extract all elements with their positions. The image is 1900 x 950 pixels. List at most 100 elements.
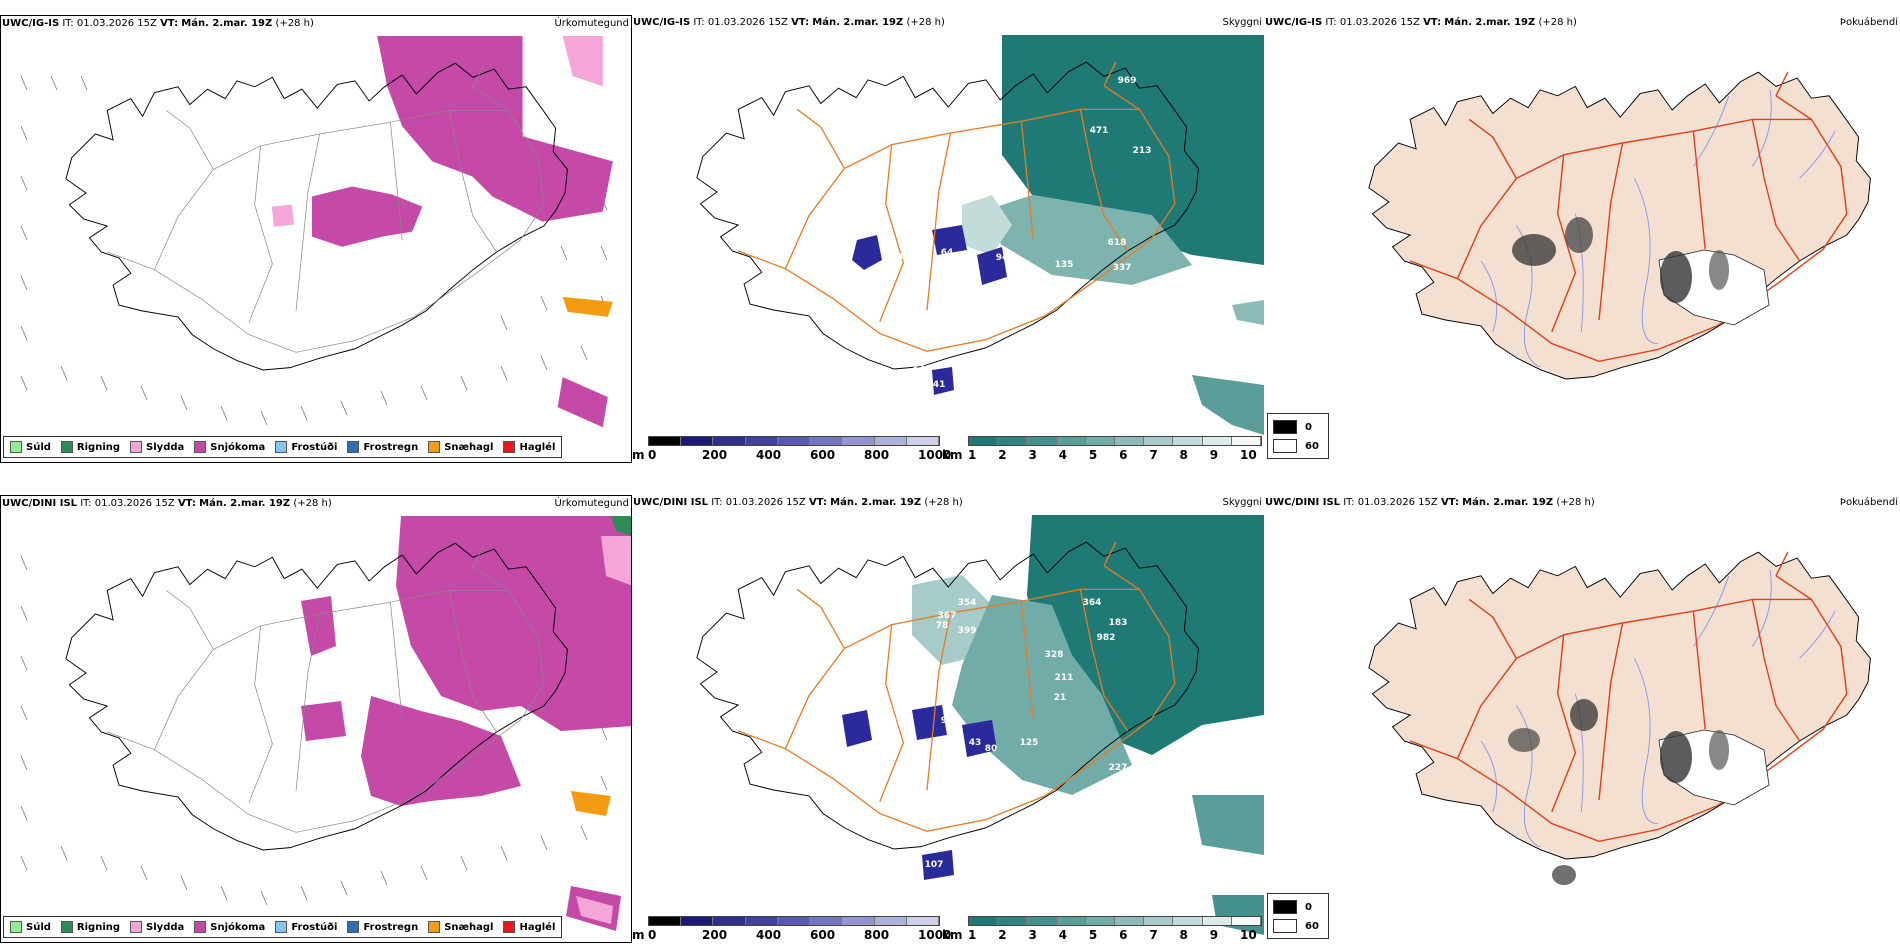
colorbar-segment bbox=[1231, 437, 1262, 445]
colorbar-segment bbox=[745, 917, 778, 925]
height-colorbar-swatches bbox=[648, 436, 940, 446]
visibility-value: 93 bbox=[941, 716, 954, 726]
precip-legend-label: Haglél bbox=[519, 441, 556, 453]
precip-legend-item: Snjókoma bbox=[194, 921, 265, 933]
precip-legend-item: Slydda bbox=[130, 441, 184, 453]
colorbar-tick: 2 bbox=[998, 448, 1007, 462]
colorbar-unit: km bbox=[942, 448, 963, 462]
precip-legend-label: Snæhagl bbox=[444, 441, 494, 453]
fog-legend-box-top: 0 60 bbox=[1267, 413, 1329, 459]
colorbar-tick: 1000 bbox=[918, 928, 952, 942]
colorbar-tick: 6 bbox=[1119, 448, 1128, 462]
visibility-value: 328 bbox=[1045, 650, 1064, 660]
colorbar-segment bbox=[969, 437, 999, 445]
fog-legend-box-bottom: 0 60 bbox=[1267, 893, 1329, 939]
precip-legend-item: Haglél bbox=[503, 441, 555, 453]
visibility-value: 33 bbox=[912, 364, 925, 374]
panel-label: Þokuábendi bbox=[1839, 497, 1898, 508]
colorbar-tick: 9 bbox=[1209, 928, 1219, 942]
fog-swatch bbox=[1273, 420, 1297, 434]
colorbar-segment bbox=[998, 917, 1028, 925]
precip-legend-label: Frostregn bbox=[363, 921, 419, 933]
colorbar-tick: 6 bbox=[1119, 928, 1128, 942]
panel-title: UWC/DINI ISL IT: 01.03.2026 15Z VT: Mán.… bbox=[2, 498, 332, 509]
visibility-value: 94 bbox=[996, 253, 1009, 263]
precip-legend-swatch bbox=[10, 441, 22, 453]
colorbar-segment bbox=[713, 917, 746, 925]
colorbar-segment bbox=[969, 917, 999, 925]
precip-legend-label: Súld bbox=[26, 921, 51, 933]
panel-title: UWC/IG-IS IT: 01.03.2026 15Z VT: Mán. 2.… bbox=[1265, 17, 1577, 28]
visibility-labels: 969 471 213 618 337 135 78 94 64 74 84 33 198 141 bbox=[862, 76, 1152, 393]
colorbar-tick: 1000 bbox=[918, 448, 952, 462]
precip-legend-label: Frostúði bbox=[291, 921, 338, 933]
visibility-value: 74 bbox=[891, 253, 904, 263]
visibility-value: 618 bbox=[1108, 238, 1127, 248]
colorbar-tick: 10 bbox=[1240, 448, 1257, 462]
colorbar-segment bbox=[842, 917, 875, 925]
colorbar-segment bbox=[1202, 437, 1232, 445]
visibility-value: 43 bbox=[969, 738, 982, 748]
colorbar-tick: 1 bbox=[968, 928, 977, 942]
precip-legend: Súld Rigning Slydda Snjókoma Frostúði Frostre… bbox=[3, 436, 563, 458]
precip-map-top bbox=[20, 36, 613, 428]
colorbar-tick: 2 bbox=[998, 928, 1007, 942]
visibility-colorbar: km 1 2 3 4 5 6 7 8 9 10 bbox=[942, 916, 1264, 942]
colorbar-segment bbox=[1231, 917, 1262, 925]
visibility-value: 814 bbox=[991, 580, 1010, 590]
visibility-value: 227 bbox=[1109, 763, 1128, 773]
precip-legend-item: Frostúði bbox=[275, 921, 337, 933]
colorbar-segment bbox=[874, 437, 907, 445]
visibility-value: 80 bbox=[985, 744, 998, 754]
colorbar-segment bbox=[1144, 917, 1174, 925]
visibility-value: 211 bbox=[1055, 673, 1074, 683]
colorbar-segment bbox=[906, 917, 939, 925]
panel-top-fog: UWC/IG-IS IT: 01.03.2026 15Z VT: Mán. 2.… bbox=[1264, 15, 1900, 463]
precip-legend-item: Snæhagl bbox=[428, 441, 493, 453]
precip-legend-item: Snæhagl bbox=[428, 921, 493, 933]
precip-legend-swatch bbox=[347, 441, 360, 453]
fog-map-bottom bbox=[1368, 551, 1871, 885]
colorbar-segment bbox=[1173, 917, 1203, 925]
colorbar-tick: 8 bbox=[1179, 448, 1188, 462]
fog-swatch bbox=[1273, 439, 1297, 453]
height-colorbar: m 0 200 400 600 800 1000 bbox=[632, 436, 951, 462]
precip-legend-item: Slydda bbox=[130, 921, 184, 933]
colorbar-segment bbox=[1085, 437, 1116, 445]
visibility-value: 189 bbox=[1111, 788, 1130, 798]
precip-legend-swatch bbox=[503, 921, 516, 933]
precip-legend-swatch bbox=[275, 921, 288, 933]
colorbar-tick: 600 bbox=[810, 448, 836, 462]
precip-map-bottom bbox=[20, 516, 631, 931]
height-colorbar-swatches bbox=[648, 916, 940, 926]
visibility-value: 183 bbox=[1109, 618, 1128, 628]
visibility-value: 84 bbox=[862, 270, 875, 280]
visibility-value: 354 bbox=[958, 598, 977, 608]
colorbar-segment bbox=[1027, 917, 1057, 925]
colorbar-segment bbox=[777, 437, 811, 445]
colorbar-tick: 10 bbox=[1240, 928, 1257, 942]
precip-legend-label: Snjókoma bbox=[210, 441, 266, 453]
visibility-value: 78 bbox=[1018, 260, 1031, 270]
fog-map-top bbox=[1368, 71, 1871, 380]
panel-bottom-cloud: 814 354 367 78 399 364 183 982 328 211 21 93 79 119 80… bbox=[632, 495, 1264, 943]
cloud-map-top: 969 471 213 618 337 135 78 94 64 74 84 33 198 141 bbox=[696, 35, 1264, 435]
precip-legend-swatch bbox=[503, 441, 516, 453]
colorbar-segment bbox=[810, 917, 843, 925]
visibility-value: 107 bbox=[925, 860, 944, 870]
colorbar-tick: 7 bbox=[1149, 928, 1158, 942]
colorbar-segment bbox=[998, 437, 1028, 445]
panel-top-precip: UWC/IG-IS IT: 01.03.2026 15Z VT: Mán. 2.… bbox=[0, 15, 632, 463]
visibility-colorbar-swatches bbox=[968, 436, 1262, 446]
colorbar-segment bbox=[1173, 437, 1203, 445]
panel-top-cloud: 969 471 213 618 337 135 78 94 64 74 84 33 198 141 UWC… bbox=[632, 15, 1264, 463]
height-colorbar: m 0 200 400 600 800 1000 bbox=[632, 916, 951, 942]
panel-title: UWC/DINI ISL IT: 01.03.2026 15Z VT: Mán.… bbox=[633, 497, 963, 508]
visibility-value: 969 bbox=[1118, 76, 1137, 86]
panel-label: Þokuábendi bbox=[1839, 17, 1898, 28]
precip-legend-swatch bbox=[10, 921, 22, 933]
visibility-value: 64 bbox=[941, 248, 954, 258]
panel-bottom-fog: UWC/DINI ISL IT: 01.03.2026 15Z VT: Mán.… bbox=[1264, 495, 1900, 943]
visibility-colorbar-swatches bbox=[968, 916, 1262, 926]
